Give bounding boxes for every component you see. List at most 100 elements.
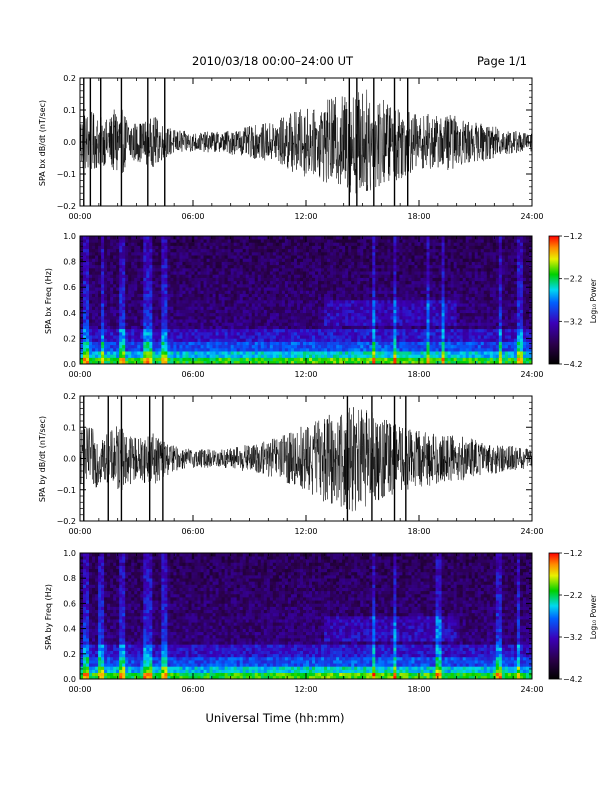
spectrogram-cell (224, 264, 228, 269)
spectrogram-cell (444, 255, 448, 259)
spectrogram-cell (345, 357, 349, 362)
spectrogram-cell (348, 316, 352, 320)
spectrogram-cell (161, 325, 165, 330)
spectrogram-cell (330, 360, 334, 364)
spectrogram-cell (119, 280, 123, 285)
spectrogram-cell (302, 296, 307, 301)
spectrogram-cell (318, 242, 322, 246)
spectrogram-cell (287, 245, 292, 250)
spectrogram-cell (137, 271, 141, 275)
spectrogram-cell (134, 290, 138, 294)
spectrogram-cell (315, 274, 319, 278)
spectrogram-cell (248, 236, 253, 240)
spectrogram-cell (137, 252, 141, 256)
spectrogram-cell (260, 357, 265, 362)
spectrogram-cell (402, 338, 406, 342)
spectrogram-cell (369, 296, 373, 301)
spectrogram-cell (128, 303, 132, 307)
spectrogram-cell (336, 348, 340, 352)
spectrogram-cell (384, 258, 388, 262)
spectrogram-cell (408, 248, 412, 253)
spectrogram-cell (98, 296, 102, 301)
spectrogram-cell (215, 316, 219, 320)
spectrogram-cell (290, 309, 295, 314)
spectrogram-cell (215, 280, 219, 285)
spectrogram-cell (116, 280, 120, 285)
spectrogram-cell (438, 357, 442, 362)
spectrogram-cell (212, 293, 216, 298)
spectrogram-cell (164, 245, 168, 250)
spectrogram-cell (257, 271, 262, 275)
spectrogram-cell (209, 280, 213, 285)
spectrogram-cell (363, 274, 367, 278)
spectrogram-cell (336, 258, 340, 262)
spectrogram-cell (161, 354, 165, 358)
spectrogram-cell (140, 360, 144, 364)
spectrogram-cell (155, 351, 159, 355)
spectrogram-cell (146, 338, 150, 342)
spectrogram-cell (89, 319, 93, 323)
spectrogram-cell (429, 344, 433, 349)
spectrogram-cell (293, 354, 298, 358)
spectrogram-cell (426, 309, 430, 314)
spectrogram-cell (324, 271, 328, 275)
spectrogram-cell (239, 328, 244, 333)
spectrogram-cell (369, 290, 373, 294)
spectrogram-cell (444, 303, 448, 307)
spectrogram-cell (194, 268, 198, 272)
spectrogram-cell (296, 344, 301, 349)
spectrogram-cell (342, 348, 346, 352)
spectrogram-cell (146, 239, 150, 243)
spectrogram-cell (441, 258, 445, 262)
spectrogram-cell (152, 325, 156, 330)
spectrogram-cell (161, 245, 165, 250)
spectrogram-cell (182, 236, 186, 240)
spectrogram-cell (402, 309, 406, 314)
spectrogram-cell (290, 280, 295, 285)
spectrogram-cell (179, 300, 183, 304)
spectrogram-cell (396, 354, 400, 358)
spectrogram-cell (143, 335, 147, 339)
spectrogram-cell (191, 303, 195, 307)
spectrogram-cell (345, 328, 349, 333)
spectrogram-cell (330, 284, 334, 288)
spectrogram-cell (372, 239, 376, 243)
spectrogram-cell (396, 312, 400, 317)
spectrogram-cell (200, 338, 204, 342)
spectrogram-cell (185, 236, 189, 240)
spectrogram-cell (429, 325, 433, 330)
spectrogram-cell (212, 357, 216, 362)
spectrogram-cell (209, 306, 213, 310)
spectrogram-cell (405, 357, 409, 362)
spectrogram-cell (438, 328, 442, 333)
spectrogram-cell (173, 332, 177, 336)
spectrogram-cell (296, 280, 301, 285)
spectrogram-cell (384, 277, 388, 282)
spectrogram-cell (360, 357, 364, 362)
spectrogram-cell (315, 319, 319, 323)
spectrogram-cell (312, 357, 316, 362)
spectrogram-cell (309, 354, 313, 358)
spectrogram-cell (432, 284, 436, 288)
spectrogram-cell (182, 258, 186, 262)
spectrogram-cell (444, 309, 448, 314)
spectrogram-cell (197, 296, 201, 301)
spectrogram-cell (396, 293, 400, 298)
spectrogram-cell (324, 242, 328, 246)
spectrogram-cell (387, 360, 391, 364)
spectrogram-cell (224, 303, 228, 307)
spectrogram-cell (182, 239, 186, 243)
spectrogram-cell (179, 280, 183, 285)
spectrogram-cell (143, 290, 147, 294)
spectrogram-cell (402, 357, 406, 362)
spectrogram-cell (432, 264, 436, 269)
spectrogram-cell (197, 300, 201, 304)
spectrogram-cell (411, 236, 415, 240)
spectrogram-cell (125, 306, 129, 310)
spectrogram-cell (384, 309, 388, 314)
spectrogram-cell (378, 280, 382, 285)
spectrogram-cell (324, 348, 328, 352)
spectrogram-cell (185, 344, 189, 349)
spectrogram-cell (191, 290, 195, 294)
spectrogram-cell (324, 248, 328, 253)
